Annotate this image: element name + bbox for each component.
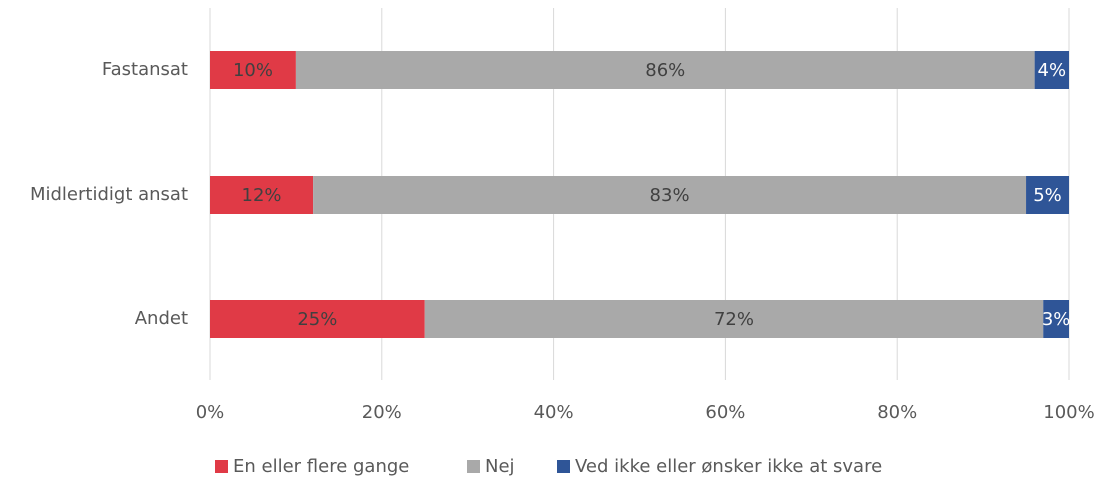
- data-label: 3%: [1042, 309, 1071, 330]
- x-tick-label: 0%: [196, 402, 225, 423]
- bar: [313, 176, 1027, 214]
- x-tick-label: 100%: [1043, 402, 1094, 423]
- bar: [424, 300, 1044, 338]
- data-label: 12%: [242, 185, 282, 206]
- x-tick-label: 80%: [877, 402, 917, 423]
- legend-swatch: [557, 460, 570, 473]
- bar: [295, 51, 1035, 89]
- bar: [1034, 51, 1069, 89]
- bar: [210, 51, 296, 89]
- bar: [210, 300, 425, 338]
- data-label: 72%: [714, 309, 754, 330]
- legend-swatch: [467, 460, 480, 473]
- data-label: 5%: [1033, 185, 1062, 206]
- data-label: 86%: [645, 60, 685, 81]
- legend-swatch: [215, 460, 228, 473]
- x-tick-label: 20%: [362, 402, 402, 423]
- x-tick-label: 40%: [534, 402, 574, 423]
- bar: [210, 176, 314, 214]
- legend-label: Nej: [485, 456, 515, 477]
- data-label: 10%: [233, 60, 273, 81]
- data-label: 83%: [650, 185, 690, 206]
- x-tick-label: 60%: [705, 402, 745, 423]
- legend-label: Ved ikke eller ønsker ikke at svare: [575, 456, 882, 477]
- data-label: 25%: [297, 309, 337, 330]
- bar: [1026, 176, 1069, 214]
- data-label: 4%: [1038, 60, 1067, 81]
- bar: [1043, 300, 1069, 338]
- legend-label: En eller flere gange: [233, 456, 409, 477]
- y-tick-label: Fastansat: [102, 59, 188, 80]
- y-tick-label: Andet: [135, 308, 188, 329]
- y-tick-label: Midlertidigt ansat: [30, 184, 188, 205]
